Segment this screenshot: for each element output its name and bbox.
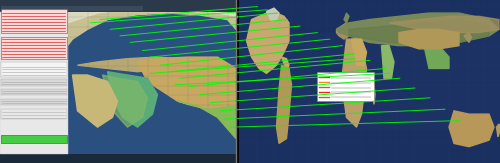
Bar bbox=[330, 91, 370, 93]
Bar bbox=[1, 62, 66, 77]
Bar bbox=[1, 109, 66, 119]
Polygon shape bbox=[282, 57, 289, 70]
Bar bbox=[1, 79, 66, 86]
Bar bbox=[330, 82, 370, 84]
Polygon shape bbox=[276, 65, 291, 143]
Bar bbox=[68, 12, 236, 154]
Polygon shape bbox=[72, 75, 118, 127]
Bar bbox=[0, 12, 68, 154]
Polygon shape bbox=[138, 57, 236, 109]
Bar bbox=[330, 87, 370, 89]
Bar bbox=[239, 33, 500, 130]
Bar bbox=[0, 0, 236, 12]
Polygon shape bbox=[344, 13, 349, 23]
Polygon shape bbox=[336, 13, 499, 46]
Polygon shape bbox=[102, 75, 148, 127]
Polygon shape bbox=[178, 101, 236, 139]
Polygon shape bbox=[449, 111, 494, 147]
Bar bbox=[1, 135, 66, 143]
Polygon shape bbox=[496, 124, 500, 137]
Polygon shape bbox=[382, 46, 394, 78]
Polygon shape bbox=[266, 8, 279, 21]
Polygon shape bbox=[464, 33, 471, 42]
Polygon shape bbox=[349, 20, 489, 46]
Bar bbox=[1, 9, 66, 33]
Bar bbox=[1, 99, 66, 105]
Bar bbox=[1, 37, 66, 59]
Polygon shape bbox=[424, 46, 449, 68]
Polygon shape bbox=[108, 72, 158, 127]
Bar bbox=[0, 154, 236, 163]
Bar bbox=[239, 0, 500, 163]
Polygon shape bbox=[389, 16, 499, 33]
Bar bbox=[1, 89, 66, 95]
Polygon shape bbox=[352, 39, 366, 65]
Polygon shape bbox=[68, 8, 237, 23]
Bar bbox=[330, 96, 370, 98]
Polygon shape bbox=[336, 23, 354, 39]
Bar bbox=[1, 6, 142, 11]
Polygon shape bbox=[68, 12, 236, 46]
Polygon shape bbox=[246, 13, 289, 73]
Bar bbox=[330, 77, 370, 79]
Bar bbox=[316, 72, 374, 101]
Polygon shape bbox=[78, 57, 178, 72]
Polygon shape bbox=[372, 85, 375, 104]
Polygon shape bbox=[399, 29, 459, 49]
Polygon shape bbox=[342, 39, 366, 127]
